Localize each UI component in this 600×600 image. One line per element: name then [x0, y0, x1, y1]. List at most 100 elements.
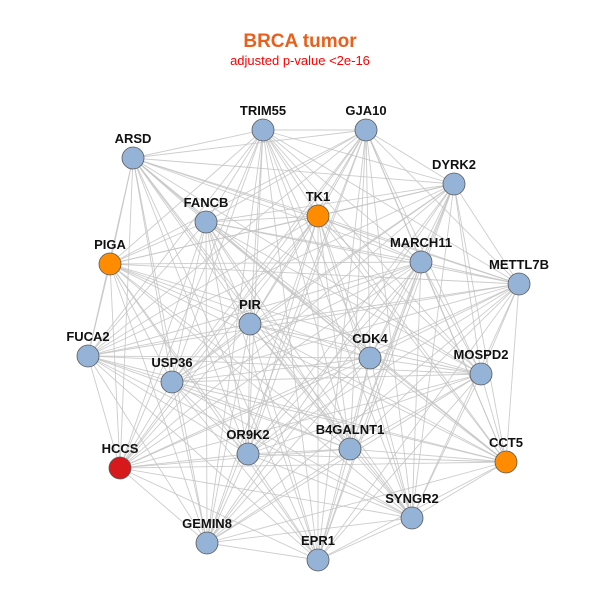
graph-edge	[349, 373, 482, 450]
node-label-cdk4: CDK4	[352, 331, 388, 346]
graph-edge	[249, 129, 264, 325]
graph-edge	[119, 157, 134, 469]
graph-edge	[132, 157, 507, 463]
graph-node-epr1	[306, 548, 330, 572]
graph-edge	[349, 283, 520, 450]
graph-edge	[247, 453, 507, 463]
graph-edge	[247, 373, 482, 455]
graph-node-syngr2	[400, 506, 424, 530]
graph-edge	[132, 157, 319, 561]
node-label-dyrk2: DYRK2	[432, 157, 476, 172]
graph-edge	[349, 129, 367, 450]
graph-edge	[317, 517, 413, 561]
graph-edge	[206, 129, 367, 544]
graph-edge	[87, 355, 173, 383]
graph-edge	[109, 263, 413, 519]
graph-edge	[247, 357, 371, 455]
graph-node-tk1	[306, 204, 330, 228]
graph-edge	[171, 381, 507, 463]
graph-node-arsd	[121, 146, 145, 170]
graph-node-fuca2	[76, 344, 100, 368]
graph-node-gemin8	[195, 531, 219, 555]
graph-edge	[87, 215, 319, 357]
graph-edge	[119, 467, 208, 544]
graph-edge	[206, 542, 319, 561]
graph-edge	[171, 323, 251, 383]
graph-edge	[119, 215, 319, 469]
graph-edge	[206, 517, 413, 544]
graph-edge	[247, 448, 351, 455]
graph-edge	[171, 215, 319, 383]
graph-edge	[420, 261, 507, 463]
graph-edge	[109, 263, 371, 359]
graph-edge	[249, 283, 520, 325]
node-label-hccs: HCCS	[102, 441, 139, 456]
node-label-arsd: ARSD	[115, 131, 152, 146]
graph-edge	[262, 129, 413, 519]
graph-edge	[205, 221, 413, 519]
graph-edge	[109, 129, 367, 265]
graph-node-or9k2	[236, 442, 260, 466]
graph-edge	[247, 215, 319, 455]
graph-edge	[365, 129, 455, 185]
graph-edge	[262, 129, 351, 450]
node-label-syngr2: SYNGR2	[385, 491, 438, 506]
graph-edge	[369, 261, 422, 359]
graph-edge	[317, 373, 482, 561]
graph-edge	[87, 323, 251, 357]
graph-edge	[480, 283, 520, 375]
graph-edge	[205, 221, 249, 455]
graph-edge	[119, 183, 455, 469]
graph-edge	[205, 129, 264, 223]
graph-edge	[205, 215, 319, 223]
graph-edge	[132, 157, 208, 544]
graph-edge	[87, 261, 422, 357]
graph-edge	[171, 381, 249, 455]
graph-edge	[109, 215, 319, 265]
graph-edge	[119, 467, 319, 561]
graph-edge	[249, 323, 507, 463]
graph-edge	[132, 157, 422, 263]
graph-edge	[205, 221, 251, 325]
graph-edge	[247, 453, 319, 561]
graph-edge	[249, 323, 413, 519]
node-label-pir: PIR	[239, 297, 261, 312]
graph-edge	[87, 355, 249, 455]
graph-edge	[247, 323, 251, 455]
graph-edge	[349, 448, 413, 519]
graph-edge	[132, 129, 367, 159]
graph-edge	[206, 357, 371, 544]
graph-edge	[205, 183, 455, 223]
node-label-fancb: FANCB	[184, 195, 229, 210]
graph-edge	[369, 357, 482, 375]
graph-edge	[420, 261, 520, 285]
graph-node-piga	[98, 252, 122, 276]
graph-edge	[369, 357, 413, 519]
graph-edge	[317, 215, 422, 263]
graph-edge	[349, 261, 422, 450]
node-label-march11: MARCH11	[390, 235, 452, 250]
graph-edge	[171, 373, 482, 383]
graph-edge	[87, 355, 482, 375]
graph-edge	[247, 283, 520, 455]
graph-edge	[171, 357, 371, 383]
graph-edge	[87, 355, 413, 519]
graph-edge	[249, 215, 319, 325]
graph-edge	[87, 283, 520, 357]
graph-edge	[317, 261, 422, 561]
node-label-or9k2: OR9K2	[226, 427, 269, 442]
graph-edge	[171, 381, 319, 561]
graph-edge	[453, 183, 520, 285]
graph-node-mospd2	[469, 362, 493, 386]
graph-edge	[87, 263, 111, 357]
graph-edge	[109, 263, 520, 285]
graph-edge	[369, 283, 520, 359]
graph-edge	[132, 157, 455, 185]
node-label-gemin8: GEMIN8	[182, 516, 232, 531]
graph-edge	[262, 129, 520, 285]
node-label-b4galnt1: B4GALNT1	[316, 422, 385, 437]
graph-edge	[119, 323, 251, 469]
graph-edge	[87, 355, 121, 469]
